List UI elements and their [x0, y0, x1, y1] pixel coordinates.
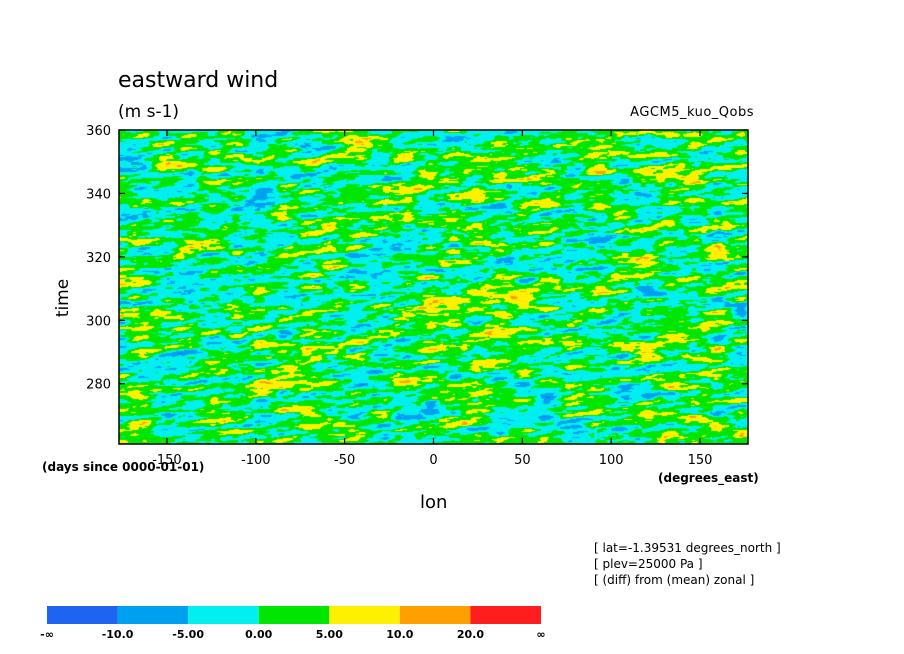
x-tick-label: 100 — [599, 453, 624, 468]
colorbar-label: -10.0 — [102, 628, 134, 641]
heatmap-field — [119, 130, 748, 444]
model-name: AGCM5_kuo_Qobs — [630, 105, 754, 120]
colorbar-swatch — [47, 606, 118, 624]
x-tick-label: -50 — [334, 453, 355, 468]
y-axis-units: (days since 0000-01-01) — [42, 460, 205, 474]
y-tick-label: 340 — [86, 187, 111, 202]
colorbar-swatch — [470, 606, 541, 624]
colorbar-swatch — [188, 606, 259, 624]
info-plev: [ plev=25000 Pa ] — [594, 557, 703, 571]
colorbar-swatch — [258, 606, 330, 624]
colorbar-label: ∞ — [536, 628, 545, 641]
chart-units: (m s-1) — [118, 102, 180, 122]
y-tick-label: 320 — [86, 251, 111, 266]
plot-area — [119, 130, 748, 444]
x-tick-label: 0 — [429, 453, 437, 468]
x-tick-label: 50 — [514, 453, 531, 468]
chart-title: eastward wind — [118, 68, 279, 93]
info-lat: [ lat=-1.39531 degrees_north ] — [594, 541, 781, 555]
colorbar: -∞ -10.0 -5.00 0.00 5.00 10.0 20.0 ∞ — [40, 606, 546, 641]
y-axis-label: time — [53, 278, 74, 318]
x-axis-units: (degrees_east) — [658, 471, 759, 485]
x-tick-label: -100 — [241, 453, 271, 468]
axis-ticks: -150 -100 -50 0 50 100 150 280 300 320 340 360 — [86, 124, 748, 468]
y-tick-label: 300 — [86, 314, 111, 329]
x-axis-label: lon — [420, 492, 448, 513]
colorbar-swatch — [399, 606, 471, 624]
colorbar-label: 10.0 — [386, 628, 413, 641]
colorbar-label: -5.00 — [172, 628, 204, 641]
colorbar-label: 5.00 — [316, 628, 343, 641]
y-tick-label: 280 — [86, 378, 111, 393]
colorbar-label: -∞ — [40, 628, 54, 641]
colorbar-label: 20.0 — [457, 628, 484, 641]
y-tick-label: 360 — [86, 124, 111, 139]
colorbar-swatch — [329, 606, 400, 624]
x-tick-label: -150 — [152, 453, 182, 468]
colorbar-swatch — [117, 606, 189, 624]
x-tick-label: 150 — [688, 453, 713, 468]
colorbar-label: 0.00 — [245, 628, 272, 641]
info-diff: [ (diff) from (mean) zonal ] — [594, 573, 755, 587]
